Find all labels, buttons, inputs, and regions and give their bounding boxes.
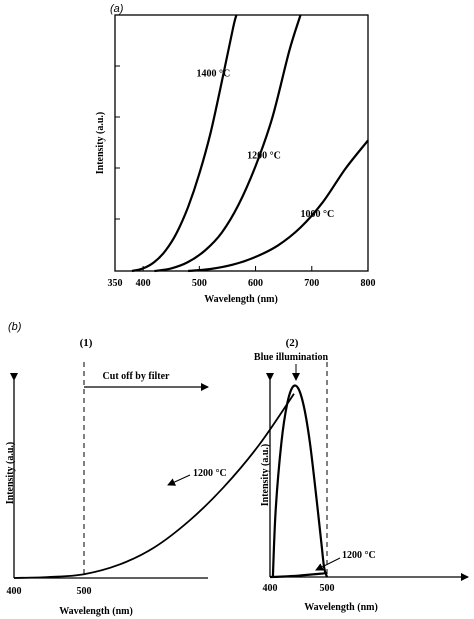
panel-b1-tag: (1) [80, 337, 93, 349]
panel-b2-x-ticks: 400 500 [263, 583, 335, 594]
panel-b1-chart: (1) Cut off by filter 1200 °C 400 500 Wav… [5, 337, 295, 617]
cutoff-label: Cut off by filter [103, 371, 170, 382]
x-tick-label: 800 [361, 278, 376, 289]
series-line-2 [154, 14, 302, 273]
series-line-3 [188, 139, 369, 273]
panel-a-x-ticks: 350 400 500 600 700 800 [108, 266, 376, 289]
curve-label: 1200 °C [247, 150, 281, 161]
curve-label: 1000 °C [301, 209, 335, 220]
panel-b1-x-axis-label: Wavelength (nm) [59, 606, 133, 617]
blue-illumination-label: Blue illumination [254, 352, 329, 363]
panel-a-x-axis-label: Wavelength (nm) [204, 294, 278, 305]
panel-b2-chart: (2) Blue illumination 1200 °C 400 500 Wav… [254, 337, 469, 613]
x-tick-label: 350 [108, 278, 123, 289]
series-line-2 [269, 572, 328, 579]
panel-b2-curves [269, 384, 329, 579]
panel-b2-y-axis-label: Intensity (a.u.) [260, 444, 271, 507]
curve-label: 1400 °C [197, 68, 231, 79]
panel-a-frame [114, 14, 369, 272]
panel-b2-curve-label-arrow [315, 557, 341, 571]
panel-b2-x-axis-label: Wavelength (nm) [304, 602, 378, 613]
x-tick-label: 500 [77, 586, 92, 597]
x-tick-label: 400 [136, 278, 151, 289]
panel-b1-x-ticks: 400 500 [7, 586, 92, 597]
panel-a-curve-labels: 1400 °C 1200 °C 1000 °C [197, 68, 335, 220]
panel-b2-tag: (2) [286, 337, 299, 349]
panel-a-chart: 350 400 500 600 700 800 1400 °C 1200 °C 1000 °C… [95, 14, 376, 305]
panel-a-y-axis-label: Intensity (a.u.) [95, 112, 106, 175]
panel-b2-curve-label: 1200 °C [342, 550, 376, 561]
panel-a-tag: (a) [110, 3, 124, 15]
series-line-1 [271, 384, 329, 578]
x-tick-label: 700 [304, 278, 319, 289]
series-line-1 [13, 393, 295, 579]
panel-b1-curve-label: 1200 °C [193, 468, 227, 479]
panel-b1-y-axis-label: Intensity (a.u.) [5, 442, 16, 505]
panel-b1-curve-label-arrow [167, 474, 191, 486]
series-line-1 [131, 14, 238, 273]
panel-b-tag: (b) [8, 321, 22, 333]
x-tick-label: 400 [7, 586, 22, 597]
x-tick-label: 600 [248, 278, 263, 289]
x-tick-label: 500 [320, 583, 335, 594]
panel-a-curves [131, 14, 369, 273]
x-tick-label: 500 [192, 278, 207, 289]
panel-a-y-ticks [115, 65, 120, 220]
panel-b1-curves [13, 393, 295, 579]
x-tick-label: 400 [263, 583, 278, 594]
